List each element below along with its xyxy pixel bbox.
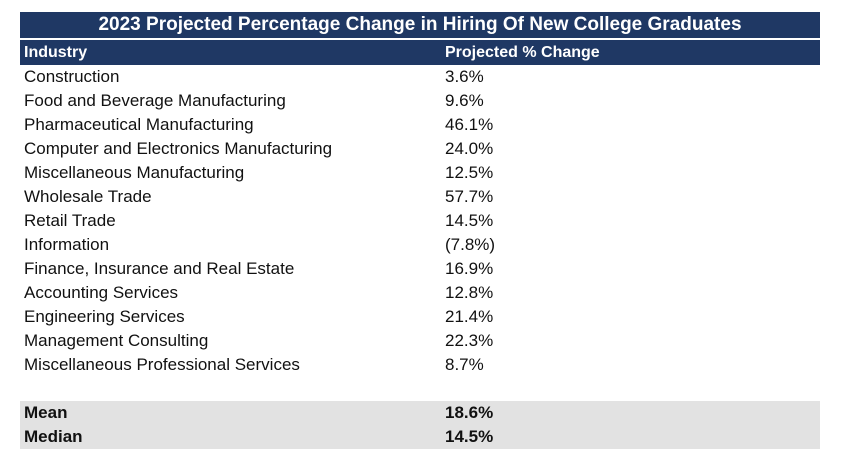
summary-row: Mean 18.6% [20,401,820,425]
industry-cell: Management Consulting [24,331,209,350]
table-row: Finance, Insurance and Real Estate 16.9% [20,257,820,281]
table-row: Miscellaneous Professional Services 8.7% [20,353,820,377]
table-row: Retail Trade 14.5% [20,209,820,233]
table-row: Accounting Services 12.8% [20,281,820,305]
percent-change-cell: 14.5% [445,211,494,230]
percent-change-cell: 3.6% [445,67,484,86]
table-row: Construction 3.6% [20,65,820,89]
percent-change-cell: 8.7% [445,355,484,374]
percent-change-cell: 22.3% [445,331,494,350]
industry-cell: Engineering Services [24,307,185,326]
percent-change-cell: 57.7% [445,187,494,206]
percent-change-cell: 24.0% [445,139,494,158]
percent-change-cell: 18.6% [445,403,494,422]
percent-change-cell: 12.8% [445,283,494,302]
table-row: Management Consulting 22.3% [20,329,820,353]
percent-change-cell: 46.1% [445,115,494,134]
industry-cell: Mean [24,403,68,422]
table-summary: Mean 18.6% Median 14.5% [20,401,820,449]
industry-cell: Construction [24,67,120,86]
table-row: Information (7.8%) [20,233,820,257]
hiring-table: 2023 Projected Percentage Change in Hiri… [20,12,820,449]
header-industry: Industry [24,44,88,61]
table-row: Pharmaceutical Manufacturing 46.1% [20,113,820,137]
table-header-row: Industry Projected % Change [20,38,820,65]
industry-cell: Food and Beverage Manufacturing [24,91,286,110]
percent-change-cell: 12.5% [445,163,494,182]
industry-cell: Miscellaneous Manufacturing [24,163,245,182]
table-row: Miscellaneous Manufacturing 12.5% [20,161,820,185]
percent-change-cell: 16.9% [445,259,494,278]
industry-cell: Computer and Electronics Manufacturing [24,139,333,158]
industry-cell: Accounting Services [24,283,179,302]
table-row: Food and Beverage Manufacturing 9.6% [20,89,820,113]
industry-cell: Miscellaneous Professional Services [24,355,300,374]
industry-cell: Wholesale Trade [24,187,152,206]
percent-change-cell: 9.6% [445,91,484,110]
industry-cell: Pharmaceutical Manufacturing [24,115,254,134]
table-row: Computer and Electronics Manufacturing 24… [20,137,820,161]
header-projected-change: Projected % Change [445,44,600,61]
table-row: Engineering Services 21.4% [20,305,820,329]
industry-cell: Information [24,235,110,254]
percent-change-cell: 14.5% [445,427,494,446]
table-spacer [20,377,820,401]
table-row: Wholesale Trade 57.7% [20,185,820,209]
industry-cell: Finance, Insurance and Real Estate [24,259,295,278]
percent-change-cell: (7.8%) [445,235,496,254]
summary-row: Median 14.5% [20,425,820,449]
industry-cell: Retail Trade [24,211,116,230]
table-title: 2023 Projected Percentage Change in Hiri… [20,12,820,38]
table-body: Construction 3.6% Food and Beverage Manufa… [20,65,820,377]
industry-cell: Median [24,427,83,446]
percent-change-cell: 21.4% [445,307,494,326]
